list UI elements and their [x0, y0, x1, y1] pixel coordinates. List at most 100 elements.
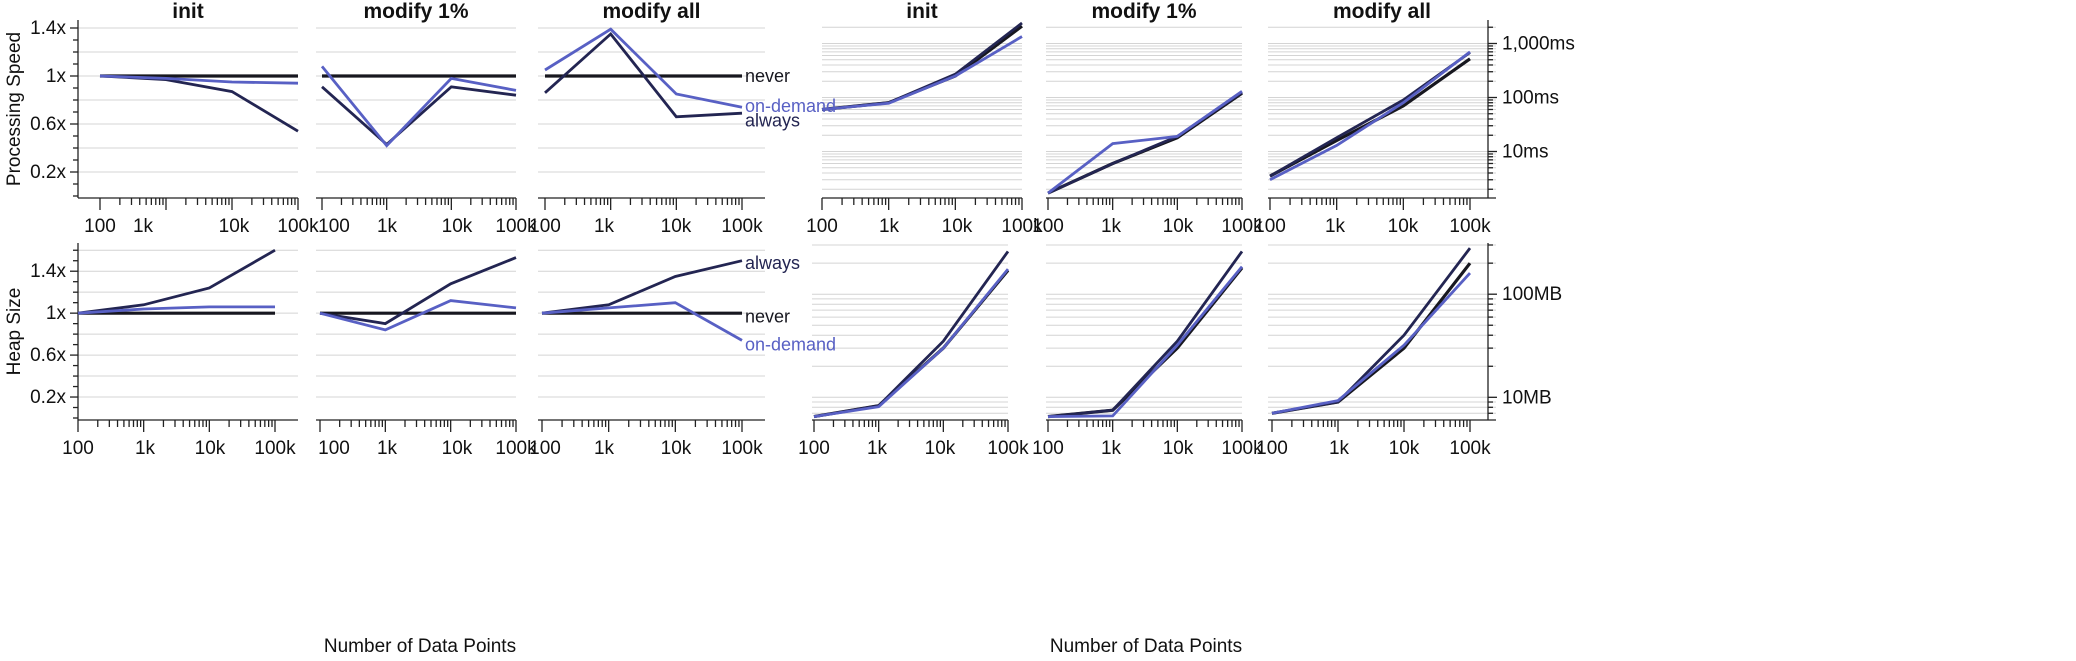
series-line-on-demand [821, 35, 1023, 111]
x-tick-label: 100k [277, 216, 319, 237]
x-tick-label: 10k [1389, 438, 1420, 459]
y-tick-label: 0.2x [30, 162, 66, 183]
x-tick-label: 10k [1163, 216, 1194, 237]
y-tick-label: 0.6x [30, 345, 66, 366]
panel-title: modify 1% [1091, 0, 1196, 23]
x-tick-label: 10k [661, 216, 692, 237]
x-tick-label: 1k [594, 438, 615, 459]
x-tick-label: 100k [721, 438, 763, 459]
x-tick-label: 100k [1001, 216, 1043, 237]
series-line-always [99, 74, 299, 133]
x-tick-label: 100 [84, 216, 116, 237]
y-tick-label: 1.4x [30, 18, 66, 39]
panel-title: modify all [1333, 0, 1431, 23]
series-label-on-demand: on-demand [745, 96, 836, 116]
x-tick-label: 100 [798, 438, 830, 459]
series-label-on-demand: on-demand [745, 335, 836, 355]
series-line-on-demand [544, 27, 743, 109]
series-line-on-demand [77, 305, 275, 315]
x-tick-label: 100 [1032, 216, 1064, 237]
series-line-on-demand [1271, 272, 1472, 415]
series-line-on-demand [541, 301, 743, 342]
x-tick-label: 100k [1221, 216, 1263, 237]
x-tick-label: 100k [495, 216, 537, 237]
x-tick-label: 10k [661, 438, 692, 459]
series-label-always: always [745, 110, 800, 130]
x-tick-label: 10k [1388, 216, 1419, 237]
x-tick-label: 1k [867, 438, 888, 459]
y-tick-label: 1x [46, 66, 67, 87]
x-tick-label: 100 [806, 216, 838, 237]
x-tick-label: 100 [62, 438, 94, 459]
x-tick-label: 100 [318, 216, 350, 237]
y-tick-label: 10ms [1502, 142, 1548, 163]
y-tick-label: 100MB [1502, 284, 1562, 305]
series-line-always [813, 250, 1010, 418]
series-label-never: never [745, 306, 790, 326]
series-line-on-demand [813, 268, 1010, 418]
series-line-never [1047, 91, 1243, 195]
series-line-always [1047, 250, 1244, 418]
series-line-on-demand [319, 299, 517, 332]
x-tick-label: 1k [1329, 438, 1350, 459]
series-line-on-demand [1269, 50, 1471, 181]
panel-title: init [906, 0, 938, 23]
y-tick-label: 10MB [1502, 387, 1552, 408]
x-tick-label: 100k [721, 216, 763, 237]
series-line-always [319, 256, 517, 326]
x-axis-label: Number of Data Points [1050, 636, 1242, 657]
x-tick-label: 100 [529, 438, 561, 459]
x-tick-label: 100k [1449, 216, 1491, 237]
series-line-always [544, 31, 743, 119]
x-tick-label: 1k [377, 438, 398, 459]
series-line-always [1047, 91, 1243, 195]
x-tick-label: 100k [987, 438, 1029, 459]
x-tick-label: 1k [135, 438, 156, 459]
x-tick-label: 100 [529, 216, 561, 237]
series-line-on-demand [1047, 90, 1243, 195]
series-line-never [821, 24, 1023, 112]
series-line-on-demand [1047, 265, 1244, 418]
x-tick-label: 10k [442, 216, 473, 237]
x-tick-label: 100k [1221, 438, 1263, 459]
x-tick-label: 10k [195, 438, 226, 459]
y-axis-label: Heap Size [4, 288, 25, 376]
series-line-always [1271, 247, 1472, 415]
panel-title: init [172, 0, 204, 23]
y-tick-label: 1x [46, 303, 67, 324]
series-line-always [77, 248, 276, 315]
x-tick-label: 10k [942, 216, 973, 237]
x-tick-label: 10k [925, 438, 956, 459]
x-tick-label: 1k [377, 216, 398, 237]
panel-title: modify 1% [363, 0, 468, 23]
x-tick-label: 1k [133, 216, 154, 237]
y-tick-label: 0.2x [30, 387, 66, 408]
x-tick-label: 100k [254, 438, 296, 459]
x-tick-label: 100 [1032, 438, 1064, 459]
x-tick-label: 100 [1256, 438, 1288, 459]
series-line-always [821, 21, 1023, 111]
y-axis-label: Processing Speed [4, 32, 25, 186]
x-tick-label: 10k [219, 216, 250, 237]
x-tick-label: 1k [1101, 438, 1122, 459]
panel-title: modify all [602, 0, 700, 23]
x-axis-label: Number of Data Points [324, 636, 516, 657]
x-tick-label: 10k [1163, 438, 1194, 459]
y-tick-label: 100ms [1502, 87, 1559, 108]
x-tick-label: 1k [594, 216, 615, 237]
y-tick-label: 0.6x [30, 114, 66, 135]
series-label-always: always [745, 253, 800, 273]
series-line-on-demand [99, 74, 299, 85]
series-line-always [1269, 51, 1471, 178]
series-line-on-demand [320, 65, 517, 148]
series-line-always [321, 85, 517, 147]
x-tick-label: 10k [442, 438, 473, 459]
x-tick-label: 1k [1325, 216, 1346, 237]
x-tick-label: 100 [1254, 216, 1286, 237]
x-tick-label: 1k [879, 216, 900, 237]
series-label-never: never [745, 66, 790, 86]
x-tick-label: 100k [495, 438, 537, 459]
y-tick-label: 1,000ms [1502, 33, 1575, 54]
x-tick-label: 100k [1449, 438, 1491, 459]
